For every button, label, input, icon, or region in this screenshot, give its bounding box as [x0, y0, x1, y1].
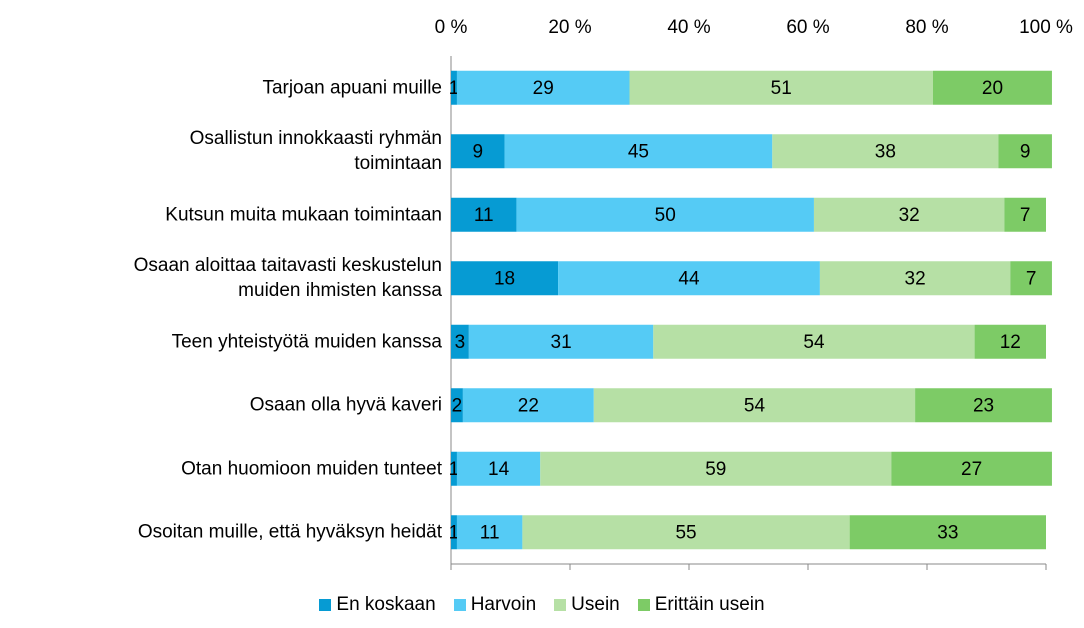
bar-segment [451, 134, 505, 169]
legend-item: Usein [554, 594, 620, 616]
bar-segment [653, 324, 975, 359]
data-label: 59 [705, 459, 726, 480]
data-label: 9 [1020, 141, 1031, 162]
legend-item: Harvoin [453, 594, 537, 616]
data-label: 38 [875, 141, 896, 162]
bar-segment [451, 515, 457, 550]
bar-segment [974, 324, 1046, 359]
bar-segment [1004, 197, 1046, 232]
data-label: 54 [744, 395, 766, 416]
bar-segment [819, 261, 1011, 296]
data-label: 1 [449, 522, 460, 543]
data-label: 1 [449, 78, 460, 99]
data-label: 7 [1026, 268, 1037, 289]
bar-segment [932, 70, 1052, 105]
bar-segment [516, 197, 814, 232]
bar-segment [451, 261, 559, 296]
bar-segment [456, 451, 541, 486]
data-label: 31 [551, 332, 572, 353]
bar-segment [629, 70, 933, 105]
bar-segment [456, 70, 630, 105]
legend-swatch [319, 599, 332, 611]
legend-label: Harvoin [470, 594, 537, 615]
data-label: 1 [449, 459, 460, 480]
x-tick-label: 100 % [1019, 17, 1073, 38]
legend-label: En koskaan [336, 594, 436, 615]
data-label: 20 [982, 78, 1003, 99]
bar-segment [772, 134, 999, 169]
legend: En koskaan Harvoin Usein Erittäin usein [0, 594, 1084, 616]
data-label: 29 [533, 78, 554, 99]
data-label: 32 [899, 205, 920, 226]
legend-item: En koskaan [319, 594, 436, 616]
legend-swatch [453, 599, 466, 611]
x-tick-label: 80 % [905, 17, 948, 38]
data-label: 12 [1000, 332, 1021, 353]
bar-segment [849, 515, 1046, 550]
legend-swatch [637, 599, 650, 611]
category-label: Osoitan muille, että hyväksyn heidät [137, 521, 442, 543]
data-label: 3 [455, 332, 466, 353]
legend-label: Erittäin usein [654, 594, 765, 615]
data-label: 50 [655, 205, 676, 226]
data-label: 9 [472, 141, 483, 162]
data-label: 7 [1020, 205, 1031, 226]
bar-segment [456, 515, 523, 550]
bar-segment [813, 197, 1005, 232]
bar-segment [451, 324, 469, 359]
legend-label: Usein [571, 594, 620, 615]
bar-segment [915, 388, 1052, 423]
bar-segment [1010, 261, 1052, 296]
data-label: 55 [675, 522, 696, 543]
bar-segment [462, 388, 594, 423]
bar-segment [540, 451, 892, 486]
data-label: 23 [973, 395, 994, 416]
data-label: 33 [937, 522, 958, 543]
data-label: 45 [628, 141, 649, 162]
bar-segment [558, 261, 820, 296]
data-label: 22 [518, 395, 539, 416]
data-label: 54 [803, 332, 825, 353]
x-tick-label: 20 % [548, 17, 591, 38]
bar-segment [593, 388, 916, 423]
data-label: 27 [961, 459, 982, 480]
bar-segment [998, 134, 1052, 169]
data-label: 11 [480, 522, 500, 543]
category-label: Kutsun muita mukaan toimintaan [165, 204, 442, 226]
category-label: Tarjoan apuani muille [262, 77, 442, 99]
data-label: 11 [474, 205, 494, 226]
bar-segment [468, 324, 654, 359]
legend-item: Erittäin usein [637, 594, 765, 616]
category-label: Osallistun innokkaasti ryhmän toimintaan [189, 128, 442, 175]
category-label: Osaan olla hyvä kaveri [249, 394, 442, 416]
data-label: 18 [494, 268, 515, 289]
category-label: Osaan aloittaa taitavasti keskustelun mu… [133, 255, 442, 302]
data-label: 2 [452, 395, 463, 416]
x-tick-label: 60 % [786, 17, 829, 38]
bar-segment [451, 451, 457, 486]
data-label: 51 [771, 78, 792, 99]
category-label: Otan huomioon muiden tunteet [181, 458, 442, 480]
bar-segment [451, 197, 517, 232]
bar-segment [451, 70, 457, 105]
data-label: 32 [905, 268, 926, 289]
category-label: Teen yhteistyötä muiden kanssa [171, 331, 442, 353]
x-tick-label: 40 % [667, 17, 710, 38]
bar-segment [504, 134, 773, 169]
bar-segment [451, 388, 463, 423]
x-tick-label: 0 % [435, 17, 468, 38]
bar-segment [891, 451, 1052, 486]
data-label: 14 [488, 459, 510, 480]
legend-swatch [554, 599, 567, 611]
data-label: 44 [678, 268, 700, 289]
bar-segment [522, 515, 850, 550]
